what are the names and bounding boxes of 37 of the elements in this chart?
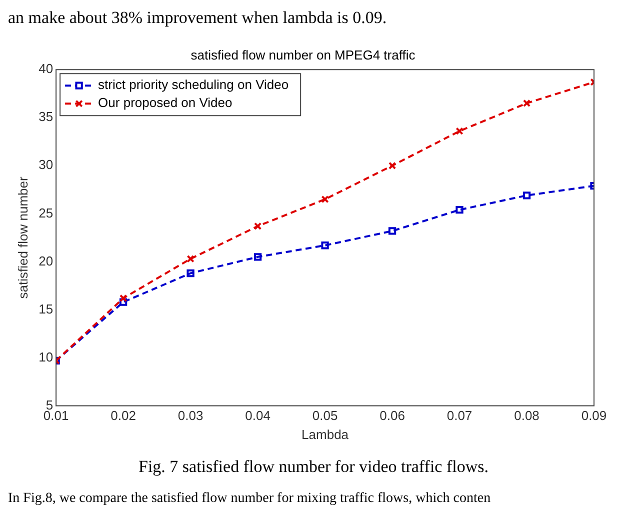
- point: [254, 253, 262, 261]
- point: [186, 269, 194, 278]
- point: [388, 227, 396, 235]
- point: [522, 192, 531, 200]
- text: In Fig.8, we compare the satisfied flow number for mixing traffic flows, which conten: [8, 491, 492, 507]
- x-tick-label: 0.08: [514, 408, 540, 424]
- point: [388, 162, 396, 170]
- x-tick-label: 0.07: [446, 408, 472, 424]
- text: an make about 38% improvement when lambda is 0.09.: [8, 8, 388, 29]
- point: [321, 242, 329, 250]
- y-tick-label: 10: [38, 349, 54, 364]
- legend-label: Our proposed on Video: [98, 95, 232, 110]
- y-tick-label: 30: [38, 157, 54, 172]
- caption: Fig. 7 satisfied flow number for video traffic flows.: [137, 457, 490, 477]
- x-axis-title: Lambda: [302, 426, 350, 442]
- x-tick-label: 0.06: [380, 408, 405, 424]
- x-tick-label: 0.02: [110, 408, 136, 424]
- y-axis-title: satisfied flow number: [15, 176, 30, 299]
- y-tick-label: 15: [38, 301, 54, 316]
- x-tick-label: 0.09: [581, 408, 607, 424]
- point: [522, 99, 531, 108]
- x-tick-label: 0.03: [178, 408, 204, 424]
- x-tick-label: 0.04: [245, 408, 270, 424]
- x-tick-label: 0.05: [312, 408, 338, 424]
- chart-title: satisfied flow number on MPEG4 traffic: [190, 47, 416, 62]
- point: [119, 298, 128, 306]
- point: [321, 195, 329, 204]
- y-tick-label: 20: [38, 253, 54, 268]
- point: [119, 294, 128, 302]
- legend-label: strict priority scheduling on Video: [98, 77, 289, 92]
- point: [254, 222, 262, 230]
- point: [456, 206, 464, 214]
- y-tick-label: 40: [38, 61, 54, 76]
- point: [186, 255, 194, 263]
- y-tick-label: 25: [38, 205, 54, 220]
- y-tick-label: 35: [38, 109, 54, 124]
- point: [456, 127, 464, 135]
